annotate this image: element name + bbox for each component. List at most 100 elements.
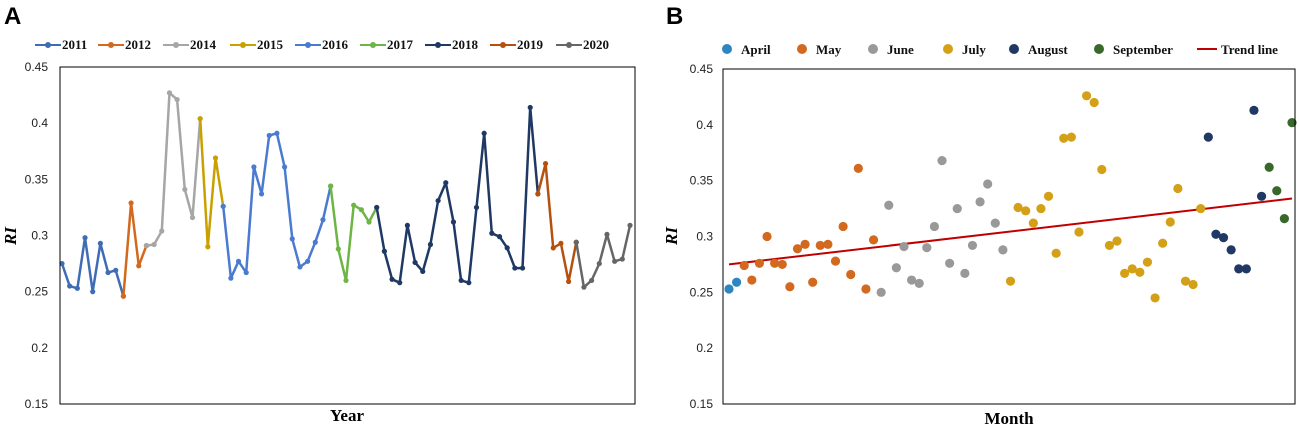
chart-a-point-2014 xyxy=(159,228,165,234)
chart-a-point-2016 xyxy=(266,132,272,139)
chart-b-point-june xyxy=(914,278,924,288)
chart-b-point-may xyxy=(830,256,841,266)
panel-label-a: A xyxy=(4,3,21,30)
chart-a-point-2020 xyxy=(596,260,602,267)
chart-a-legend-marker xyxy=(108,42,114,48)
chart-a-point-2014 xyxy=(189,214,196,221)
chart-a-legend-label: 2015 xyxy=(257,37,284,52)
chart-b-legend-label: June xyxy=(887,42,914,57)
chart-a-point-2016 xyxy=(281,164,288,170)
chart-b-point-july xyxy=(1165,217,1175,227)
chart-a-point-2019 xyxy=(550,245,556,251)
chart-b-point-may xyxy=(739,260,749,271)
chart-b-point-september xyxy=(1279,214,1289,224)
chart-b-point-april xyxy=(732,277,742,287)
chart-b-point-september xyxy=(1287,118,1297,128)
chart-b-point-july xyxy=(1112,236,1122,246)
chart-a-point-2020 xyxy=(619,256,625,262)
chart-a-point-2014 xyxy=(174,96,180,103)
chart-a-point-2011 xyxy=(90,289,96,295)
chart-a-point-2017 xyxy=(366,219,372,225)
chart-b-legend-marker xyxy=(943,44,953,54)
chart-a-point-2014 xyxy=(166,90,173,96)
chart-a-x-axis-title: Year xyxy=(330,406,364,425)
chart-b-point-june xyxy=(891,263,901,273)
chart-a-point-2018 xyxy=(397,280,403,286)
chart-a-point-2020 xyxy=(573,239,579,245)
chart-b-y-axis-title: RI xyxy=(662,226,681,246)
chart-b-y-tick-label: 0.3 xyxy=(696,230,713,244)
chart-b: April May June July August September Trend lin… xyxy=(662,42,1297,427)
chart-a-point-2016 xyxy=(274,130,280,136)
chart-a-series-2016-line xyxy=(221,132,332,280)
chart-a-legend-label: 2018 xyxy=(452,37,479,52)
chart-b-point-june xyxy=(937,155,947,166)
chart-b-point-july xyxy=(1158,238,1168,248)
chart-a-point-2016 xyxy=(312,239,318,245)
chart-b-point-august xyxy=(1241,264,1251,274)
chart-b-y-tick-label: 0.25 xyxy=(690,285,714,299)
chart-b-y-tick-label: 0.35 xyxy=(690,174,714,188)
chart-b-legend-label: September xyxy=(1113,42,1173,57)
chart-b-point-may xyxy=(762,231,772,242)
chart-a-point-2018 xyxy=(519,265,526,271)
chart-b-point-july xyxy=(1043,191,1054,201)
chart-a-point-2011 xyxy=(97,240,103,246)
chart-a-point-2018 xyxy=(435,198,441,204)
chart-b-point-july xyxy=(1104,240,1115,251)
chart-b-point-july xyxy=(1089,97,1099,108)
chart-b-point-july xyxy=(1142,257,1153,267)
chart-a-point-2018 xyxy=(473,204,480,211)
chart-a-point-2018 xyxy=(496,234,503,240)
chart-a-point-2018 xyxy=(527,104,533,111)
chart-b-point-june xyxy=(922,243,932,253)
chart-a-point-2012 xyxy=(120,293,127,299)
chart-b-point-june xyxy=(998,245,1008,255)
chart-b-legend-label: May xyxy=(816,42,842,57)
chart-b-y-tick-label: 0.2 xyxy=(696,341,713,355)
chart-b-point-june xyxy=(983,179,993,189)
chart-b-point-may xyxy=(747,275,757,285)
chart-a-point-2012 xyxy=(136,263,142,269)
chart-b-point-august xyxy=(1203,132,1213,142)
chart-b-point-may xyxy=(754,258,765,268)
chart-a-point-2015 xyxy=(212,155,219,161)
chart-b-y-tick-label: 0.45 xyxy=(690,62,714,76)
chart-b-point-may xyxy=(770,258,780,268)
chart-b-point-september xyxy=(1272,186,1282,196)
chart-a-legend-label: 2011 xyxy=(62,37,87,52)
chart-a-y-tick-label: 0.4 xyxy=(31,116,48,130)
chart-a-legend-marker xyxy=(566,42,572,48)
chart-b-point-august xyxy=(1234,264,1244,274)
chart-a-y-tick-label: 0.35 xyxy=(25,172,49,186)
chart-a-legend-label: 2016 xyxy=(322,37,349,52)
chart-b-legend-label-trend: Trend line xyxy=(1221,42,1278,57)
chart-b-point-august xyxy=(1249,105,1259,115)
chart-a-point-2012 xyxy=(128,200,134,206)
chart-b-point-july xyxy=(1051,248,1061,258)
chart-a-point-2018 xyxy=(458,277,464,284)
chart-b-point-july xyxy=(1074,227,1084,237)
chart-b-point-july xyxy=(1066,132,1076,142)
chart-a-legend-label: 2014 xyxy=(190,37,217,52)
chart-b-point-june xyxy=(952,203,962,214)
chart-a-point-2016 xyxy=(320,217,326,223)
chart-b-point-july xyxy=(1036,203,1046,214)
chart-a-point-2018 xyxy=(481,130,487,136)
chart-b-point-may xyxy=(792,244,803,254)
chart-b-point-june xyxy=(884,200,894,210)
chart-a-point-2018 xyxy=(381,248,387,254)
chart-a-point-2019 xyxy=(535,191,541,197)
chart-b-point-july xyxy=(1005,276,1016,286)
chart-a-point-2016 xyxy=(243,269,249,276)
chart-b-point-june xyxy=(876,287,886,297)
chart-b-point-july xyxy=(1120,268,1130,278)
chart-a-legend-label: 2020 xyxy=(583,37,609,52)
chart-a-point-2017 xyxy=(335,246,341,252)
chart-a-point-2016 xyxy=(258,191,265,197)
chart-a-point-2015 xyxy=(197,116,203,122)
chart-a-y-tick-label: 0.25 xyxy=(25,285,49,299)
chart-a-y-tick-label: 0.2 xyxy=(31,341,48,355)
chart-b-point-june xyxy=(960,268,970,278)
panel-label-b: B xyxy=(666,3,683,30)
